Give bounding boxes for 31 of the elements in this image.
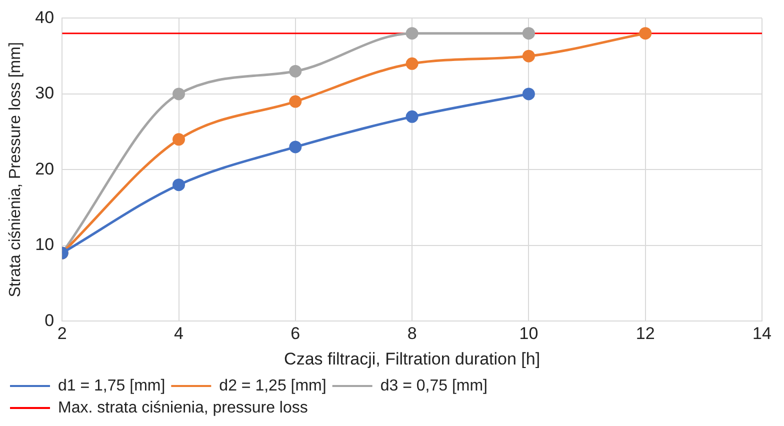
y-tick-label: 10 xyxy=(35,235,54,254)
y-tick-label: 0 xyxy=(44,310,54,330)
point xyxy=(172,133,186,146)
legend-label: d1 = 1,75 [mm] xyxy=(58,377,166,394)
point xyxy=(289,140,302,154)
legend-label: d3 = 0,75 [mm] xyxy=(380,377,488,394)
x-tick-label: 6 xyxy=(290,324,300,344)
point xyxy=(406,110,418,123)
point xyxy=(522,27,535,40)
legend-label: Max. strata ciśnienia, pressure loss xyxy=(58,399,308,416)
point xyxy=(406,57,418,70)
x-tick-label: 14 xyxy=(752,324,772,344)
y-tick-label: 30 xyxy=(35,84,54,103)
x-axis-title: Czas filtracji, Filtration duration [h] xyxy=(284,349,540,368)
y-axis-title: Strata ciśnienia, Pressure loss [mm] xyxy=(7,42,24,298)
point xyxy=(522,88,535,100)
point xyxy=(639,27,652,40)
point xyxy=(289,95,302,108)
x-tick-label: 10 xyxy=(519,324,538,344)
y-tick-label: 40 xyxy=(35,8,54,27)
y-tick-label: 20 xyxy=(35,159,54,178)
point xyxy=(406,27,418,40)
point xyxy=(289,64,302,78)
point xyxy=(172,88,186,100)
x-tick-label: 4 xyxy=(174,324,184,344)
x-tick-label: 2 xyxy=(57,324,67,344)
point xyxy=(172,178,186,192)
point xyxy=(522,50,535,62)
x-tick-label: 8 xyxy=(407,324,417,344)
legend-label: d2 = 1,25 [mm] xyxy=(219,377,326,394)
x-tick-label: 12 xyxy=(636,324,655,344)
